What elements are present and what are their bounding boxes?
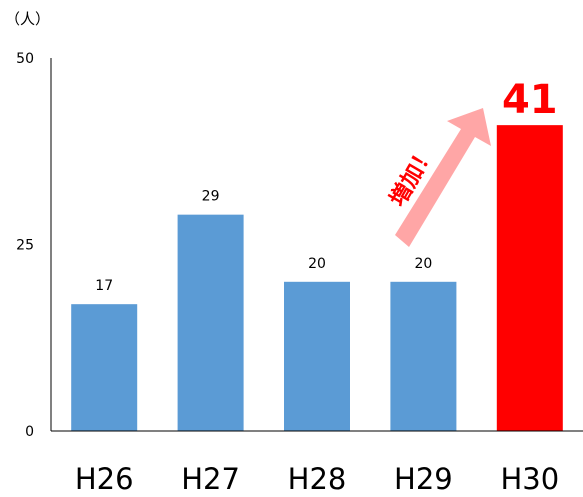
bar-h28 bbox=[284, 281, 350, 431]
x-tick-label-h27: H27 bbox=[181, 462, 240, 496]
x-tick-label-h28: H28 bbox=[288, 462, 347, 496]
x-tick-label-h26: H26 bbox=[75, 462, 134, 496]
data-labels: 17 29 20 20 41 bbox=[95, 77, 557, 294]
x-tick-label-h30: H30 bbox=[500, 462, 559, 496]
y-tick-label: 25 bbox=[16, 238, 34, 254]
data-label-h27: 29 bbox=[202, 189, 220, 205]
bar-h26 bbox=[71, 304, 138, 431]
x-tick-label-h29: H29 bbox=[394, 462, 453, 496]
data-label-h29: 20 bbox=[414, 256, 432, 272]
y-axis: 0 25 50 bbox=[16, 51, 52, 440]
data-label-h28: 20 bbox=[308, 256, 326, 272]
data-label-h26: 17 bbox=[95, 278, 113, 294]
x-axis: H26 H27 H28 H29 H30 bbox=[51, 430, 583, 496]
y-tick-label: 50 bbox=[16, 51, 34, 67]
data-label-h30: 41 bbox=[502, 77, 558, 123]
y-tick-label: 0 bbox=[25, 424, 34, 440]
bar-h30 bbox=[496, 125, 563, 431]
increase-arrow bbox=[395, 108, 491, 247]
y-axis-unit-label: （人） bbox=[5, 10, 50, 28]
increase-annotation: 増加！ bbox=[385, 108, 491, 247]
bar-h29 bbox=[390, 281, 457, 431]
bar-h27 bbox=[177, 214, 244, 431]
bars bbox=[71, 125, 563, 431]
